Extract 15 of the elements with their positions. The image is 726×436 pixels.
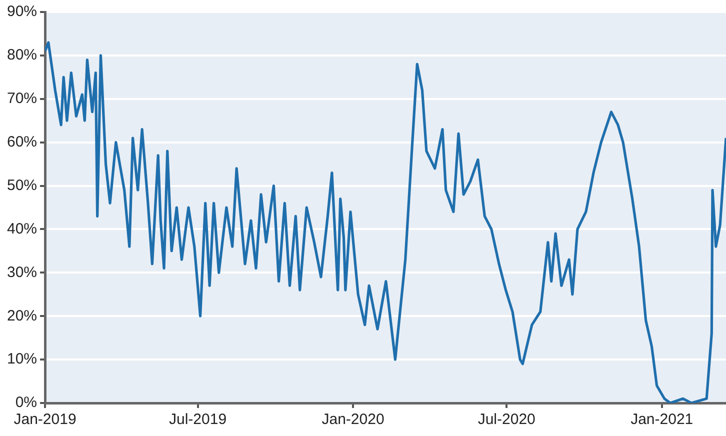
y-tick-label: 80% [6, 46, 38, 64]
y-tick-label: 90% [6, 3, 38, 20]
y-tick-label: 70% [6, 90, 38, 108]
y-tick-label: 10% [6, 350, 38, 368]
x-tick-label: Jan-2019 [14, 411, 76, 428]
x-tick-label: Jan-2021 [630, 411, 694, 428]
y-tick-label: 0% [15, 394, 38, 412]
y-tick-label: 50% [6, 176, 38, 194]
y-tick-label: 60% [6, 133, 38, 150]
y-tick-label: 40% [6, 220, 38, 238]
y-tick-label: 20% [6, 307, 38, 324]
y-tick-label: 30% [6, 264, 38, 281]
x-tick-label: Jul-2019 [168, 411, 227, 428]
x-tick-label: Jan-2020 [322, 411, 384, 428]
x-tick-label: Jul-2020 [478, 411, 536, 428]
